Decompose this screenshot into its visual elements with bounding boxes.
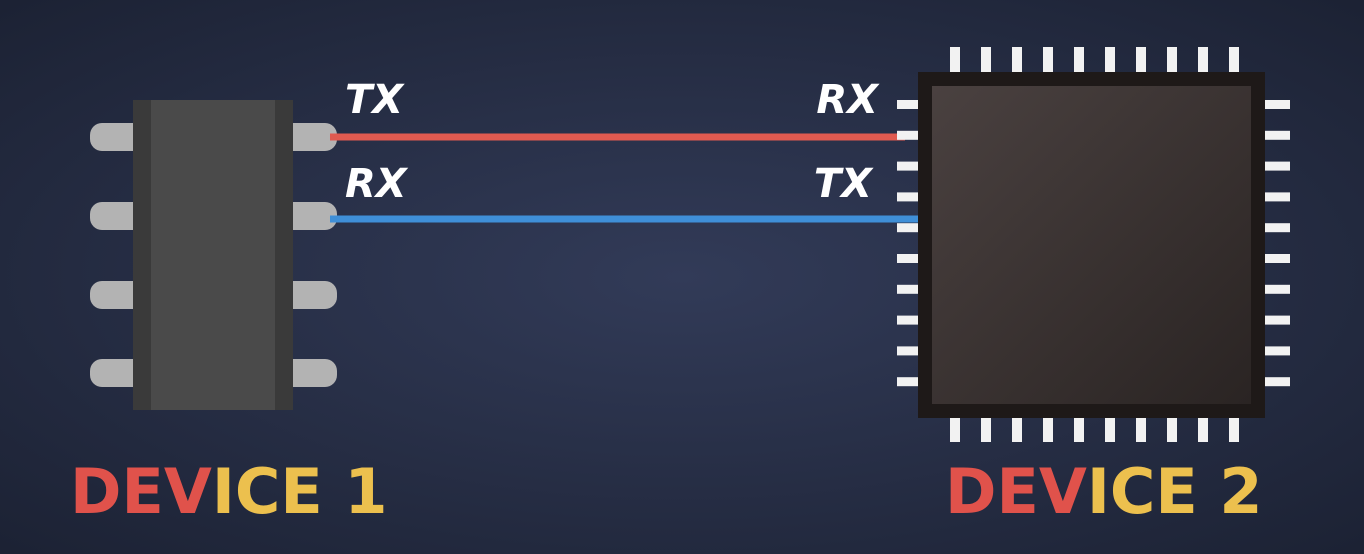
pin [1136, 47, 1146, 79]
pin [897, 254, 931, 263]
label-part: ICE 1 [212, 455, 388, 528]
port-label: RX [816, 77, 880, 123]
pin [1198, 410, 1208, 442]
pin [1253, 377, 1290, 387]
pin [950, 47, 960, 79]
pin [897, 130, 931, 140]
pin [1253, 284, 1290, 294]
pin [1253, 192, 1290, 202]
device-label: DEVICE 1 [70, 455, 387, 528]
pin [1253, 346, 1290, 356]
device-1-chip [90, 100, 337, 410]
label-part: ICE 2 [1087, 455, 1263, 528]
pin [1253, 254, 1290, 263]
pin [1136, 410, 1146, 442]
pin [1167, 47, 1177, 79]
pin [1012, 410, 1022, 442]
pin [1198, 47, 1208, 79]
port-label: TX [345, 77, 405, 123]
pin [1253, 130, 1290, 140]
pin [1229, 410, 1239, 442]
pin [897, 377, 931, 387]
pin [1229, 47, 1239, 79]
pin [1105, 47, 1115, 79]
pin [1074, 47, 1084, 79]
pin [981, 47, 991, 79]
pin [1253, 315, 1290, 325]
pin [1012, 47, 1022, 79]
pin [1043, 47, 1053, 79]
pin [1253, 223, 1290, 233]
pin [1105, 410, 1115, 442]
pins [897, 47, 1290, 442]
pin [897, 284, 931, 294]
pin [897, 223, 931, 233]
port-label: TX [814, 161, 874, 207]
pin [1167, 410, 1177, 442]
pin [897, 161, 931, 171]
pin [897, 346, 931, 356]
pin [981, 410, 991, 442]
label-part: DEV [945, 455, 1087, 528]
pin [1074, 410, 1084, 442]
chip-body [932, 86, 1251, 404]
device-2-chip [897, 47, 1290, 442]
pin [1253, 161, 1290, 171]
pin [897, 315, 931, 325]
pin [950, 410, 960, 442]
pin [1253, 100, 1290, 109]
port-label: RX [345, 161, 409, 207]
device-label: DEVICE 2 [945, 455, 1262, 528]
chip-edge [133, 100, 151, 410]
pin [897, 192, 931, 202]
chip-edge [275, 100, 293, 410]
label-part: DEV [70, 455, 212, 528]
pin [1043, 410, 1053, 442]
chip-body [133, 100, 293, 410]
pin [897, 100, 931, 109]
